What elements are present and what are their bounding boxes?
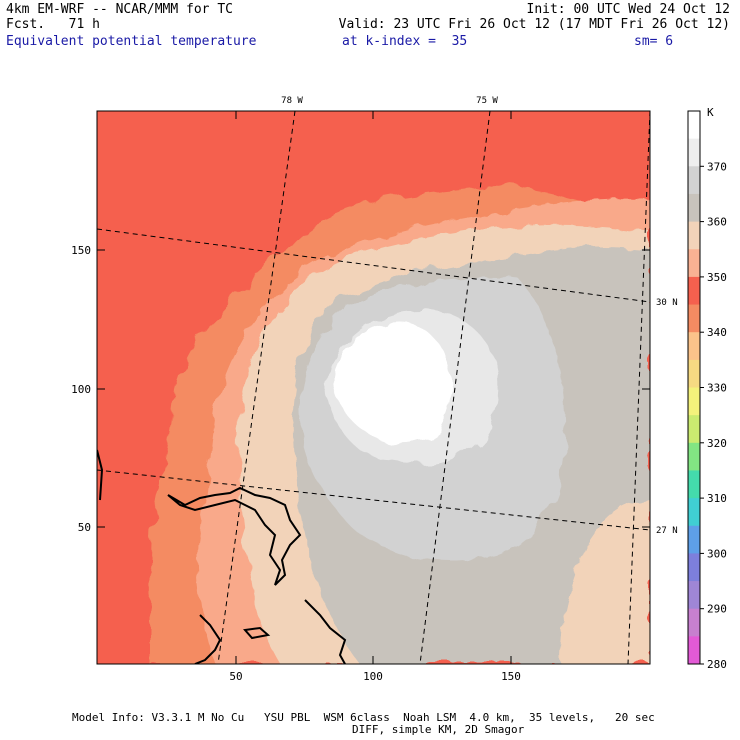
parallel-30n: [97, 228, 650, 303]
forecast-hour: Fcst. 71 h: [6, 17, 100, 32]
field-shading: [97, 111, 650, 664]
model-info-line2: DIFF, simple KM, 2D Smagor: [352, 723, 525, 736]
x-tick-100: 100: [363, 670, 383, 683]
lon-label-78w: 78 W: [281, 96, 303, 106]
lon-label-75w: 75 W: [476, 96, 498, 106]
lat-label-30n: 30 N: [656, 298, 678, 308]
meridian-78w: [217, 111, 296, 664]
colorbar-cell: [688, 608, 700, 637]
colorbar-cell: [688, 138, 700, 167]
y-tick-100: 100: [71, 383, 91, 396]
colorbar-cell: [688, 249, 700, 278]
colorbar-cell: [688, 276, 700, 306]
colorbar-cell: [688, 415, 700, 444]
colorbar-label: 340: [707, 326, 727, 339]
colorbar-cell: [688, 553, 700, 582]
meridian-72w: [627, 111, 650, 664]
colorbar-cell: [688, 221, 700, 250]
colorbar-cell: [688, 304, 700, 333]
meridian-75w: [419, 111, 491, 664]
colorbar-unit: K: [707, 106, 714, 119]
parallel-27n: [97, 469, 650, 531]
field-name: Equivalent potential temperature: [6, 34, 257, 49]
grand-bahama-abaco: [167, 486, 302, 586]
model-title: 4km EM-WRF -- NCAR/MMM for TC: [6, 2, 233, 17]
new-providence: [243, 626, 271, 640]
colorbar-cell: [688, 359, 700, 388]
coastlines: [97, 449, 347, 664]
x-tick-50: 50: [229, 670, 242, 683]
colorbar-cell: [688, 166, 700, 195]
colorbar-label: 370: [707, 160, 727, 173]
colorbar-cell: [688, 442, 700, 471]
eleuthera: [304, 599, 347, 664]
colorbar-cell: [688, 581, 700, 610]
colorbar-cell: [688, 387, 700, 416]
colorbar-label: 280: [707, 658, 727, 671]
latlon-grid: [97, 111, 650, 664]
colorbar-cell: [688, 636, 700, 665]
colorbar-cell: [688, 470, 700, 499]
colorbar-label: 330: [707, 382, 727, 395]
init-time: Init: 00 UTC Wed 24 Oct 12: [526, 2, 731, 17]
colorbar-cell: [688, 498, 700, 527]
smoothing-label: sm= 6: [634, 34, 674, 49]
y-tick-150: 150: [71, 244, 91, 257]
colorbar: 370 360 350 340 330 320 310 300 290 280 K: [687, 106, 727, 671]
colorbar-cell: [688, 111, 700, 140]
lat-label-27n: 27 N: [656, 526, 678, 536]
model-info-line1: Model Info: V3.3.1 M No Cu YSU PBL WSM 6…: [72, 711, 655, 724]
axis-ticks: [97, 111, 650, 664]
colorbar-cell: [688, 525, 700, 554]
shade-370: [334, 322, 451, 444]
x-tick-150: 150: [501, 670, 521, 683]
colorbar-label: 360: [707, 216, 727, 229]
florida-coast: [97, 449, 104, 501]
colorbar-label: 320: [707, 437, 727, 450]
andros-island: [194, 614, 222, 664]
k-index-label: at k-index = 35: [342, 34, 468, 49]
colorbar-cell: [688, 332, 700, 361]
colorbar-cell: [688, 193, 700, 223]
colorbar-label: 290: [707, 603, 727, 616]
colorbar-label: 300: [707, 547, 727, 560]
colorbar-label: 350: [707, 271, 727, 284]
y-tick-50: 50: [78, 521, 91, 534]
colorbar-label: 310: [707, 492, 727, 505]
valid-time: Valid: 23 UTC Fri 26 Oct 12 (17 MDT Fri …: [338, 17, 730, 32]
